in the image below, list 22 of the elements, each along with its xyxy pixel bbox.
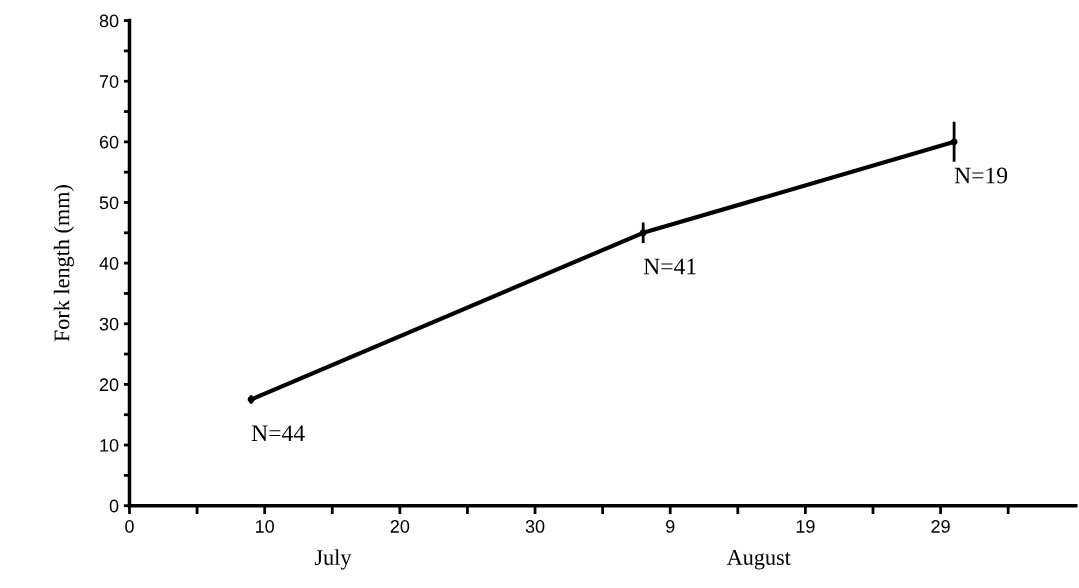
y-tick-label: 30 xyxy=(99,317,119,331)
annotation: N=41 xyxy=(643,258,696,275)
x-tick-label: 10 xyxy=(256,520,274,533)
y-tick-label: 50 xyxy=(99,196,119,210)
x-tick-label: 9 xyxy=(666,520,675,533)
y-tick-label: 10 xyxy=(100,438,119,452)
x-tick-label: 19 xyxy=(796,520,815,533)
y-tick-label: 70 xyxy=(99,75,119,88)
x-tick-label: 20 xyxy=(390,520,410,533)
annotation: N=19 xyxy=(954,167,1008,184)
y-axis-title: Fork length (mm) xyxy=(53,185,74,342)
annotation: N=44 xyxy=(251,425,305,441)
y-tick-label: 0 xyxy=(109,499,119,513)
text: July xyxy=(314,549,352,570)
y-tick-label: 80 xyxy=(99,14,119,28)
y-tick-label: 40 xyxy=(99,257,119,270)
x-tick-label: 0 xyxy=(125,520,134,533)
x-tick-label: 30 xyxy=(525,520,545,533)
x-tick-label: 29 xyxy=(931,520,950,533)
y-tick-label: 20 xyxy=(99,378,119,392)
y-tick-label: 60 xyxy=(99,135,119,149)
text: August xyxy=(726,550,791,570)
